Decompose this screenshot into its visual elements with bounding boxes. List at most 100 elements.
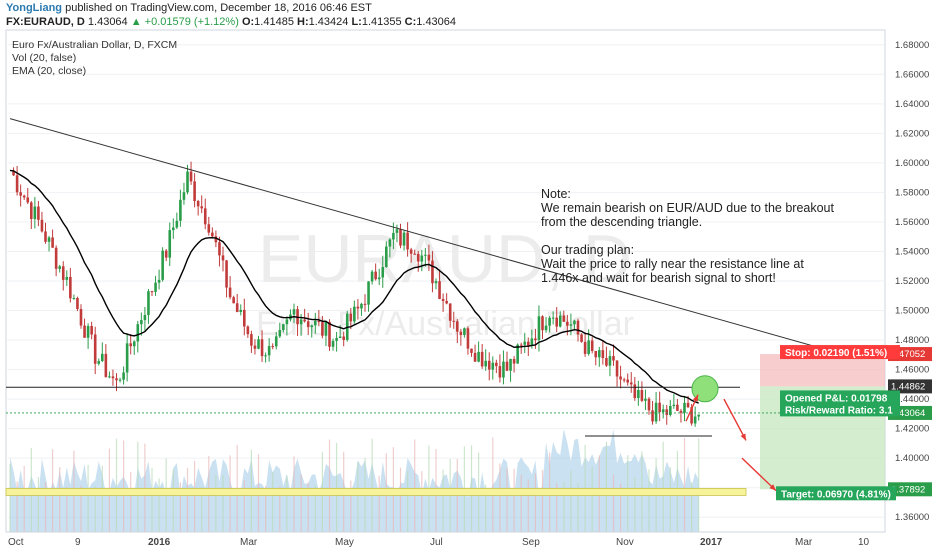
volume-bar <box>130 471 132 532</box>
candle-body <box>555 317 558 327</box>
candle-body <box>47 237 51 242</box>
ema-path <box>9 169 699 404</box>
candle-body <box>246 326 250 335</box>
stop-label: Stop: 0.02190 (1.51%) <box>785 348 887 359</box>
candle-body <box>374 271 377 280</box>
arrow-down-2 <box>741 457 777 492</box>
candle-body <box>576 320 580 335</box>
volume-bar <box>570 470 572 532</box>
volume-bar <box>115 438 118 532</box>
price-tag-res-bg <box>888 379 932 394</box>
candle-body <box>186 171 189 193</box>
candle-body <box>541 316 544 331</box>
volume-bar <box>272 472 274 532</box>
candle-body <box>19 192 22 196</box>
volume-bar <box>59 467 61 532</box>
candle-body <box>338 336 342 339</box>
candle-body <box>33 206 37 219</box>
candle-body <box>505 361 509 371</box>
candle-body <box>54 247 58 269</box>
candle-body <box>676 404 679 411</box>
candle-body <box>267 346 271 356</box>
candle-body <box>90 325 93 335</box>
y-tick-label: 1.36000 <box>895 512 929 523</box>
volume-bar <box>591 466 593 532</box>
candle-body <box>303 319 306 322</box>
ema-line <box>9 169 699 404</box>
x-tick-label: Oct <box>8 537 24 548</box>
price-change: ▲ +0.01579 (+1.12%) <box>130 16 239 28</box>
x-tick-label: 10 <box>858 537 870 548</box>
volume-bar <box>527 479 529 532</box>
candle-body <box>257 339 260 349</box>
candle-body <box>466 328 470 349</box>
open-key: O: <box>241 16 255 28</box>
x-tick-label: 2016 <box>148 537 171 548</box>
candle-body <box>200 206 203 209</box>
author-link[interactable]: YongLiang <box>6 2 63 14</box>
x-tick-label: Mar <box>795 537 813 548</box>
volume-bar <box>698 438 700 532</box>
candle-body <box>274 336 278 347</box>
low-key: L: <box>351 16 362 28</box>
candle-body <box>26 197 30 203</box>
candle-body <box>111 376 115 379</box>
high-value: 1.43424 <box>308 16 349 28</box>
volume-bar <box>314 485 316 532</box>
volume-bar <box>534 473 536 532</box>
candle-body <box>487 360 491 370</box>
y-tick-label: 1.62000 <box>895 128 929 139</box>
candle-body <box>669 405 672 415</box>
y-tick-label: 1.66000 <box>895 69 929 80</box>
high-key: H: <box>297 16 309 28</box>
candle-body <box>285 319 289 325</box>
candle-body <box>69 276 72 299</box>
volume-bar <box>87 464 89 532</box>
candle-body <box>154 282 157 292</box>
candle-body <box>278 329 282 337</box>
candle-body <box>161 250 164 280</box>
candle-body <box>686 402 690 408</box>
candle-body <box>622 379 626 381</box>
candle-body <box>104 353 108 377</box>
rr-label: Risk/Reward Ratio: 3.1 <box>785 405 893 416</box>
candle-body <box>172 227 175 231</box>
volume-bar <box>215 474 217 532</box>
candle-body <box>693 416 697 424</box>
note-line: 1.446x and wait for bearish signal to sh… <box>541 271 776 285</box>
candle-body <box>342 336 345 340</box>
volume-bar <box>563 482 565 532</box>
y-tick-label: 1.52000 <box>895 276 929 287</box>
candle-body <box>321 322 324 336</box>
pnl-label: Opened P&L: 0.01798 <box>785 393 888 404</box>
candle-body <box>299 319 303 325</box>
pnl-label-bg <box>780 390 900 405</box>
candle-body <box>356 306 360 309</box>
candle-body <box>516 344 519 364</box>
volume-bar <box>683 438 686 532</box>
volume-bar <box>243 480 245 532</box>
candle-body <box>168 230 172 258</box>
volume-bars <box>9 429 700 532</box>
volume-bar <box>421 471 423 532</box>
rr-label-bg <box>780 402 900 417</box>
candle-body <box>484 360 487 367</box>
volume-bar <box>123 440 125 532</box>
candle-body <box>349 313 353 322</box>
note-line: from the descending triangle. <box>541 215 702 229</box>
candle-body <box>22 195 26 198</box>
candle-body <box>480 351 484 367</box>
candle-body <box>385 246 388 268</box>
volume-bar <box>442 469 444 532</box>
volume-area <box>10 429 699 532</box>
drawings[interactable] <box>5 118 885 496</box>
candle-body <box>79 308 83 326</box>
price-tag-last: 1.43064 <box>891 408 925 419</box>
candle-body <box>51 237 54 248</box>
candle-body <box>228 287 232 298</box>
candle-body <box>612 356 615 361</box>
volume-bar <box>612 474 615 532</box>
last-price: 1.43064 <box>87 16 128 28</box>
price-tag-stop: 1.47052 <box>891 349 925 360</box>
